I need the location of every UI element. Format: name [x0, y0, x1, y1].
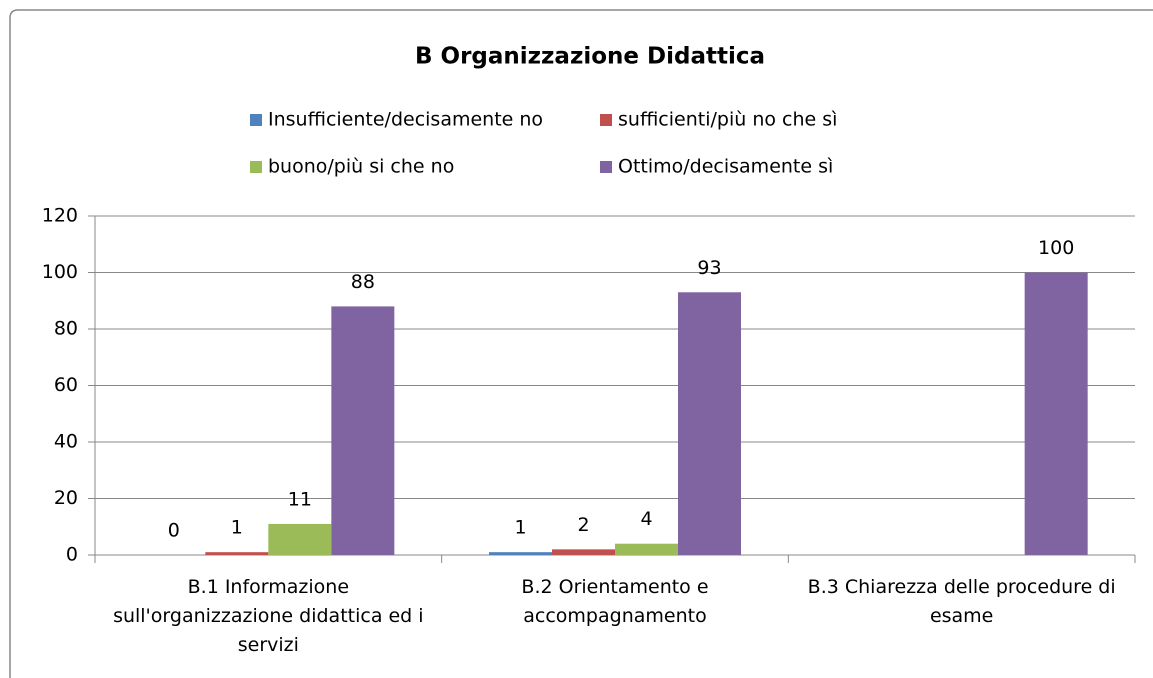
legend-swatch	[600, 161, 612, 173]
bar	[615, 543, 678, 555]
bar	[552, 549, 615, 555]
bar	[331, 306, 395, 555]
data-label: 100	[1038, 237, 1074, 259]
y-tick-label: 80	[54, 318, 78, 340]
data-label: 0	[168, 520, 180, 542]
y-tick-label: 0	[66, 544, 78, 566]
data-label: 4	[640, 508, 652, 530]
x-tick-label: B.2 Orientamento e accompagnamento	[521, 576, 709, 627]
x-tick-label: B.1 Informazione sull'organizzazione did…	[113, 576, 424, 656]
legend-label: sufficienti/più no che sì	[618, 109, 837, 131]
data-label: 88	[351, 271, 375, 293]
legend-label: buono/più si che no	[268, 156, 454, 178]
chart-border	[9, 9, 1153, 678]
legend-label: Insufficiente/decisamente no	[268, 109, 543, 131]
y-tick-label: 100	[42, 261, 78, 283]
y-tick-label: 20	[54, 487, 78, 509]
legend-label: Ottimo/decisamente sì	[618, 156, 833, 178]
bar	[268, 523, 332, 555]
bar	[1024, 272, 1088, 555]
legend-swatch	[250, 161, 262, 173]
data-label: 11	[288, 488, 312, 510]
data-label: 1	[231, 517, 243, 539]
y-tick-label: 60	[54, 374, 78, 396]
legend-swatch	[250, 114, 262, 126]
bar	[205, 552, 269, 555]
bar	[678, 292, 741, 555]
data-label: 2	[577, 514, 589, 536]
y-tick-label: 40	[54, 431, 78, 453]
bar	[489, 552, 552, 555]
data-label: 1	[514, 517, 526, 539]
chart-title: B Organizzazione Didattica	[415, 44, 765, 70]
x-tick-label: B.3 Chiarezza delle procedure di esame	[807, 576, 1116, 627]
data-label: 93	[697, 257, 721, 279]
legend-swatch	[600, 114, 612, 126]
y-tick-label: 120	[42, 205, 78, 227]
